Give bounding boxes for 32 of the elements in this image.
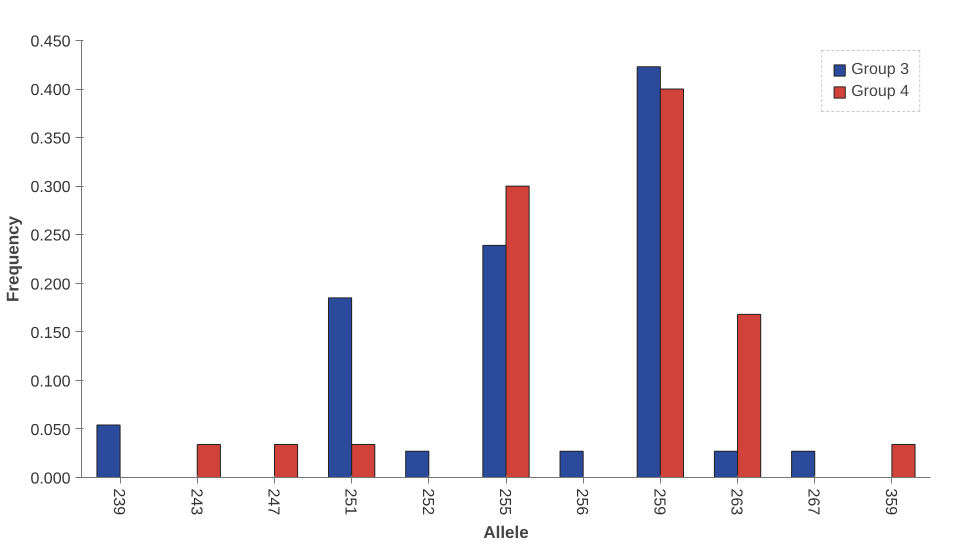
- y-tick-label: 0.400: [30, 82, 71, 100]
- y-tick-label: 0.100: [30, 373, 71, 390]
- legend-label: Group 4: [851, 83, 909, 101]
- x-tick-label: 255: [496, 488, 513, 516]
- bar: [274, 444, 298, 478]
- y-tick-label: 0.300: [30, 179, 71, 196]
- x-tick-label: 359: [882, 488, 899, 516]
- bar: [196, 444, 221, 478]
- x-tick-label: 263: [728, 488, 745, 516]
- bar: [96, 424, 121, 478]
- y-tick-label: 0.050: [30, 422, 71, 439]
- x-tick-label: 239: [110, 488, 128, 516]
- y-tick-label: 0.000: [30, 470, 71, 488]
- x-tick-label: 267: [804, 488, 822, 516]
- x-tick-label: 259: [650, 488, 668, 516]
- x-tick-label: 252: [418, 488, 436, 516]
- x-axis-title: Allele: [483, 523, 529, 542]
- bar: [791, 450, 816, 478]
- bar: [560, 450, 584, 478]
- x-tick-label: 243: [187, 488, 204, 516]
- y-tick-label: 0.450: [30, 34, 71, 50]
- y-axis-title: Frequency: [3, 215, 22, 302]
- x-tick-label: 251: [342, 488, 359, 516]
- y-tick-label: 0.350: [30, 130, 71, 148]
- x-tick-label: 247: [264, 488, 282, 516]
- y-tick-label: 0.250: [30, 228, 71, 245]
- legend-label: Group 3: [851, 61, 909, 79]
- bar: [405, 450, 430, 478]
- bar: [891, 444, 916, 478]
- x-tick-label: 256: [573, 488, 590, 516]
- y-tick-label: 0.150: [30, 324, 71, 342]
- y-tick-label: 0.200: [30, 276, 71, 294]
